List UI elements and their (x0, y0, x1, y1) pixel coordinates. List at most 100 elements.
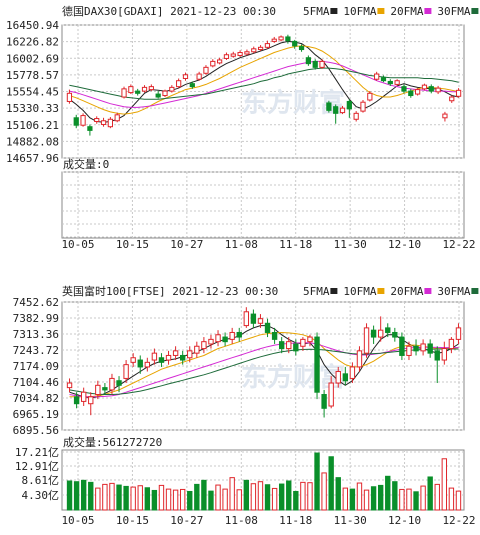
candle-body (66, 92, 73, 102)
candle-body (230, 53, 236, 57)
candle-body (406, 345, 412, 356)
candle-body (194, 345, 200, 354)
candle-body (421, 84, 428, 90)
volume-bar (88, 481, 94, 511)
ma-line-20fma (69, 60, 459, 108)
candle-body (305, 57, 311, 65)
candle-body (339, 107, 346, 114)
volume-bar (356, 482, 363, 511)
candle-body (114, 114, 120, 122)
candle-body (73, 396, 80, 405)
candle-body (346, 100, 352, 110)
candle-body (250, 313, 257, 324)
volume-bar (229, 477, 235, 511)
volume-bar (194, 483, 200, 511)
candle-body (109, 377, 115, 391)
candle-body (107, 118, 113, 128)
candle-body (314, 336, 320, 393)
price-tick-label: 16002.69 (6, 52, 59, 65)
x-tick-label: 11-30 (334, 238, 367, 251)
price-tick-label: 6895.56 (13, 424, 59, 437)
x-tick-label: 11-18 (279, 514, 312, 527)
price-tick-label: 15106.21 (6, 119, 59, 132)
x-tick-label: 11-08 (225, 238, 258, 251)
volume-bar (116, 484, 122, 511)
candle-body (257, 46, 264, 51)
candle-body (243, 311, 250, 327)
volume-bar (406, 488, 412, 511)
candle-body (312, 60, 318, 68)
candle-body (285, 36, 291, 42)
candle-body (148, 86, 154, 91)
candle-body (278, 36, 284, 41)
candle-body (222, 336, 228, 343)
candle-body (428, 86, 434, 92)
volume-tick-label: 12.91亿 (15, 460, 59, 473)
candle-body (292, 40, 298, 47)
candle-body (73, 117, 79, 126)
candle-body (244, 51, 250, 55)
candle-body (392, 331, 398, 338)
ma-legend-swatch (424, 8, 432, 14)
volume-bar (448, 487, 455, 511)
candle-body (80, 115, 86, 126)
candle-body (116, 380, 122, 386)
ma-line-30fma (69, 67, 459, 100)
x-tick-label: 10-27 (170, 514, 203, 527)
candle-body (449, 96, 455, 102)
candle-body (380, 77, 387, 82)
chart-title: 英国富时100[FTSE] 2021-12-23 00:30 (62, 284, 278, 298)
candle-body (176, 80, 182, 88)
candle-body (130, 357, 136, 363)
ma-legend-label: 10FMA (343, 285, 376, 298)
candle-body (408, 90, 414, 97)
candle-body (415, 89, 421, 95)
price-tick-label: 7452.62 (13, 296, 59, 309)
volume-tick-label: 4.30亿 (22, 489, 60, 502)
candle-body (223, 54, 230, 59)
watermark-text: 东方财富 (241, 362, 345, 393)
volume-plot-frame (61, 171, 465, 239)
x-tick-label: 10-05 (61, 238, 94, 251)
candle-body (333, 106, 339, 114)
ma-line-10fma (69, 331, 459, 398)
candle-body (455, 327, 462, 340)
price-tick-label: 7313.36 (13, 328, 59, 341)
volume-bar (222, 488, 228, 511)
price-tick-label: 7034.82 (13, 392, 59, 405)
candle-body (401, 86, 407, 92)
volume-bar (80, 479, 87, 511)
candle-body (215, 334, 221, 343)
x-tick-label: 11-08 (225, 514, 258, 527)
x-tick-label: 12-22 (442, 514, 475, 527)
candle-body (321, 394, 327, 409)
candle-body (441, 348, 448, 361)
volume-bar (321, 472, 327, 511)
ma-legend-swatch (330, 8, 338, 14)
candle-body (95, 384, 101, 396)
candle-body (293, 343, 299, 352)
candle-body (217, 59, 223, 64)
volume-bar (349, 488, 356, 511)
price-tick-label: 16226.82 (6, 36, 59, 49)
candle-body (427, 343, 433, 354)
candle-body (448, 338, 455, 350)
price-tick-label: 7382.99 (13, 312, 59, 325)
candle-body (237, 52, 243, 56)
candle-body (135, 90, 141, 94)
ma-legend-swatch (471, 288, 479, 294)
x-tick-label: 11-18 (279, 238, 312, 251)
candle-body (121, 88, 127, 98)
volume-bar (250, 483, 257, 511)
candle-body (210, 60, 216, 67)
candle-body (123, 364, 129, 379)
candle-body (278, 341, 285, 350)
volume-bar (179, 488, 186, 511)
candle-body (187, 350, 193, 359)
candle-body (264, 322, 271, 333)
volume-tick-label: 17.21亿 (15, 446, 59, 459)
ma-legend-label: 5FMA (303, 5, 330, 18)
candle-body (370, 329, 377, 338)
candle-body (80, 391, 87, 402)
